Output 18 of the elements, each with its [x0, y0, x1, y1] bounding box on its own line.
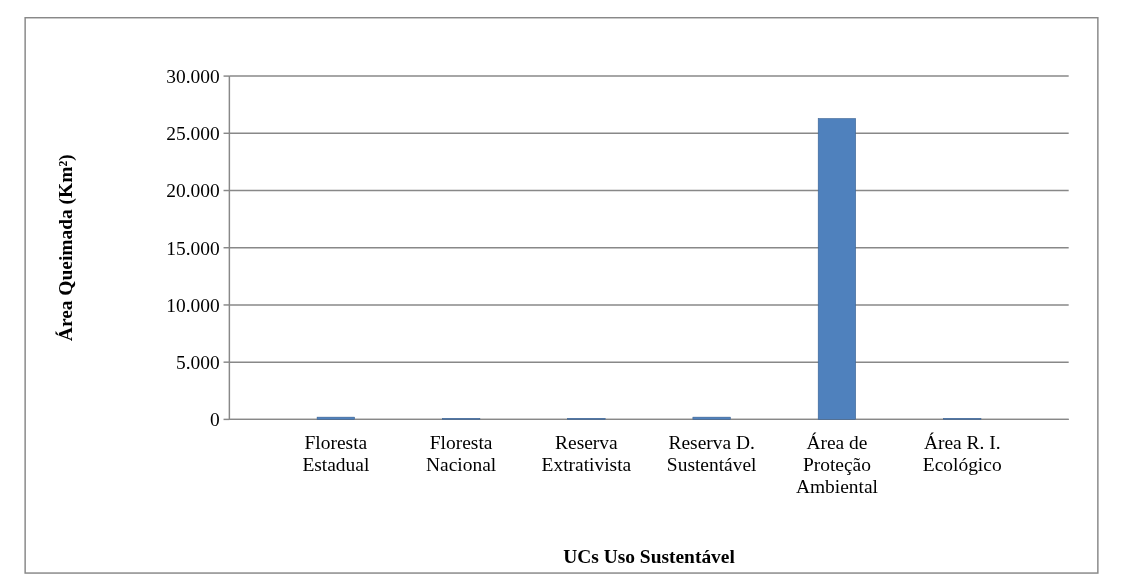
y-tick-label: 0	[209, 409, 220, 431]
x-tick-label: Reserva D. Sustentável	[666, 431, 758, 475]
bar	[692, 416, 731, 420]
bar	[817, 118, 856, 420]
y-tick-label: 25.000	[166, 123, 220, 145]
y-tick-label: 10.000	[166, 294, 220, 316]
y-tick-label: 5.000	[175, 351, 220, 373]
y-tick-label: 20.000	[166, 180, 220, 202]
x-tick-label: Área R. I. Ecológico	[922, 431, 1002, 475]
x-tick-label: Reserva Extrativista	[541, 431, 632, 475]
x-tick-label: Área de Proteção Ambiental	[795, 431, 879, 498]
x-tick-label: Floresta Nacional	[426, 431, 497, 475]
y-tick-label: 15.000	[166, 237, 220, 259]
x-axis-title: UCs Uso Sustentável	[563, 546, 736, 568]
y-tick-label: 30.000	[166, 65, 220, 87]
x-tick-label: Floresta Estadual	[302, 431, 370, 475]
bar	[316, 416, 355, 420]
y-axis-title: Área Queimada (Km²)	[54, 154, 77, 342]
